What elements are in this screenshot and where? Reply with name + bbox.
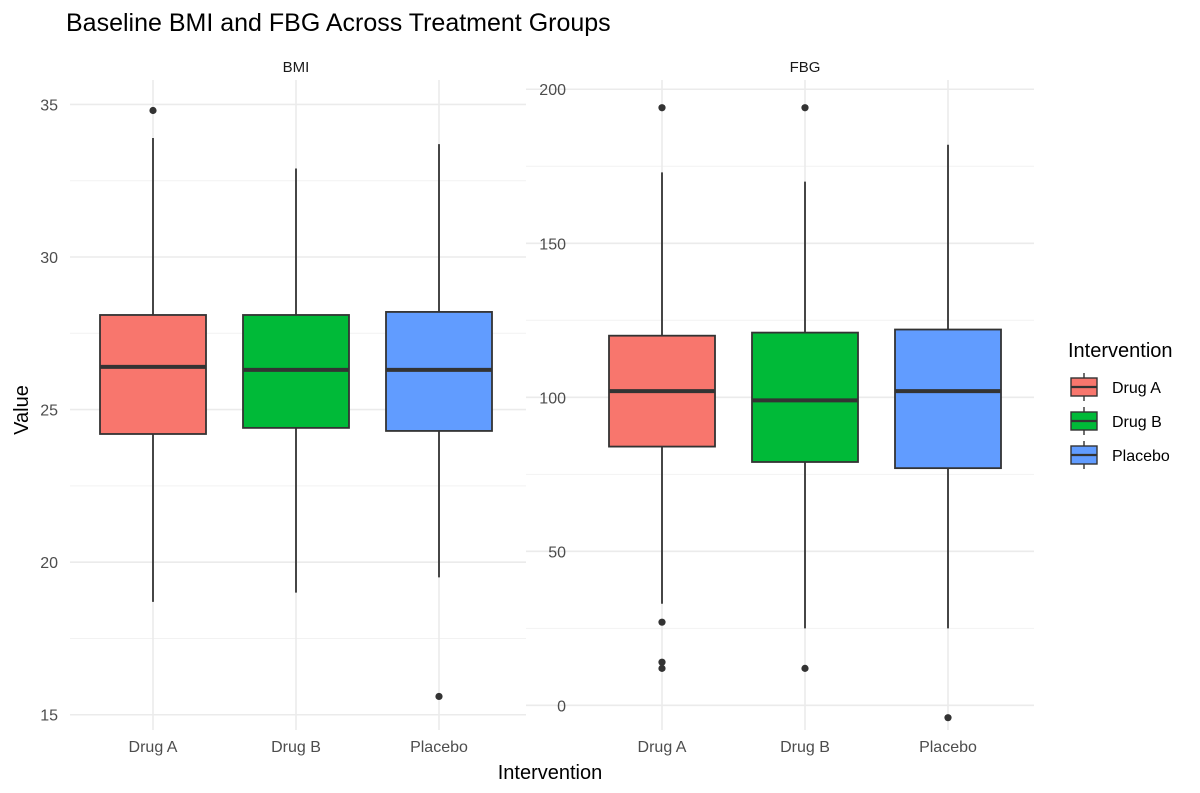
x-tick-label: Drug B [271,739,321,756]
legend-label: Placebo [1112,448,1170,465]
panel-strip-label: BMI [283,59,310,76]
legend-title: Intervention [1068,340,1173,362]
y-tick-label: 35 [40,97,58,114]
outlier-point [435,692,443,701]
outlier-point [944,714,952,722]
y-axis-title: Value [11,385,33,435]
x-tick-label: Drug A [129,739,178,756]
box [894,328,1002,470]
box [99,314,207,435]
legend-label: Drug A [1112,380,1161,397]
y-tick-label: 100 [539,390,566,407]
x-tick-label: Placebo [410,739,468,756]
outlier-point [658,658,666,666]
y-tick-label: 0 [557,698,566,715]
y-tick-label: 150 [539,236,566,253]
y-tick-label: 200 [539,82,566,99]
panel-fbg: FBG 0 50 100 150 200 Drug A Drug B Placebo [526,59,1034,756]
x-axis-title: Intervention [498,762,603,784]
chart-title: Baseline BMI and FBG Across Treatment Gr… [66,9,611,37]
x-tick-label: Placebo [919,739,977,756]
outlier-point [149,106,157,115]
y-tick-label: 15 [40,708,58,725]
outlier-point [658,664,666,672]
outlier-point [801,664,809,672]
y-tick-label: 30 [40,250,58,267]
panel-strip-label: FBG [790,59,821,76]
y-tick-label: 50 [548,544,566,561]
panel-bmi: BMI 15 20 25 30 35 Drug A Drug B Placebo [40,59,526,756]
y-tick-label: 20 [40,555,58,572]
legend: Intervention Drug A Drug B Placebo [1068,340,1173,469]
x-tick-label: Drug B [780,739,830,756]
legend-label: Drug B [1112,414,1162,431]
box [751,331,859,463]
y-tick-label: 25 [40,403,58,420]
outlier-point [658,104,666,112]
x-tick-label: Drug A [638,739,687,756]
outlier-point [801,104,809,112]
outlier-point [658,618,666,626]
